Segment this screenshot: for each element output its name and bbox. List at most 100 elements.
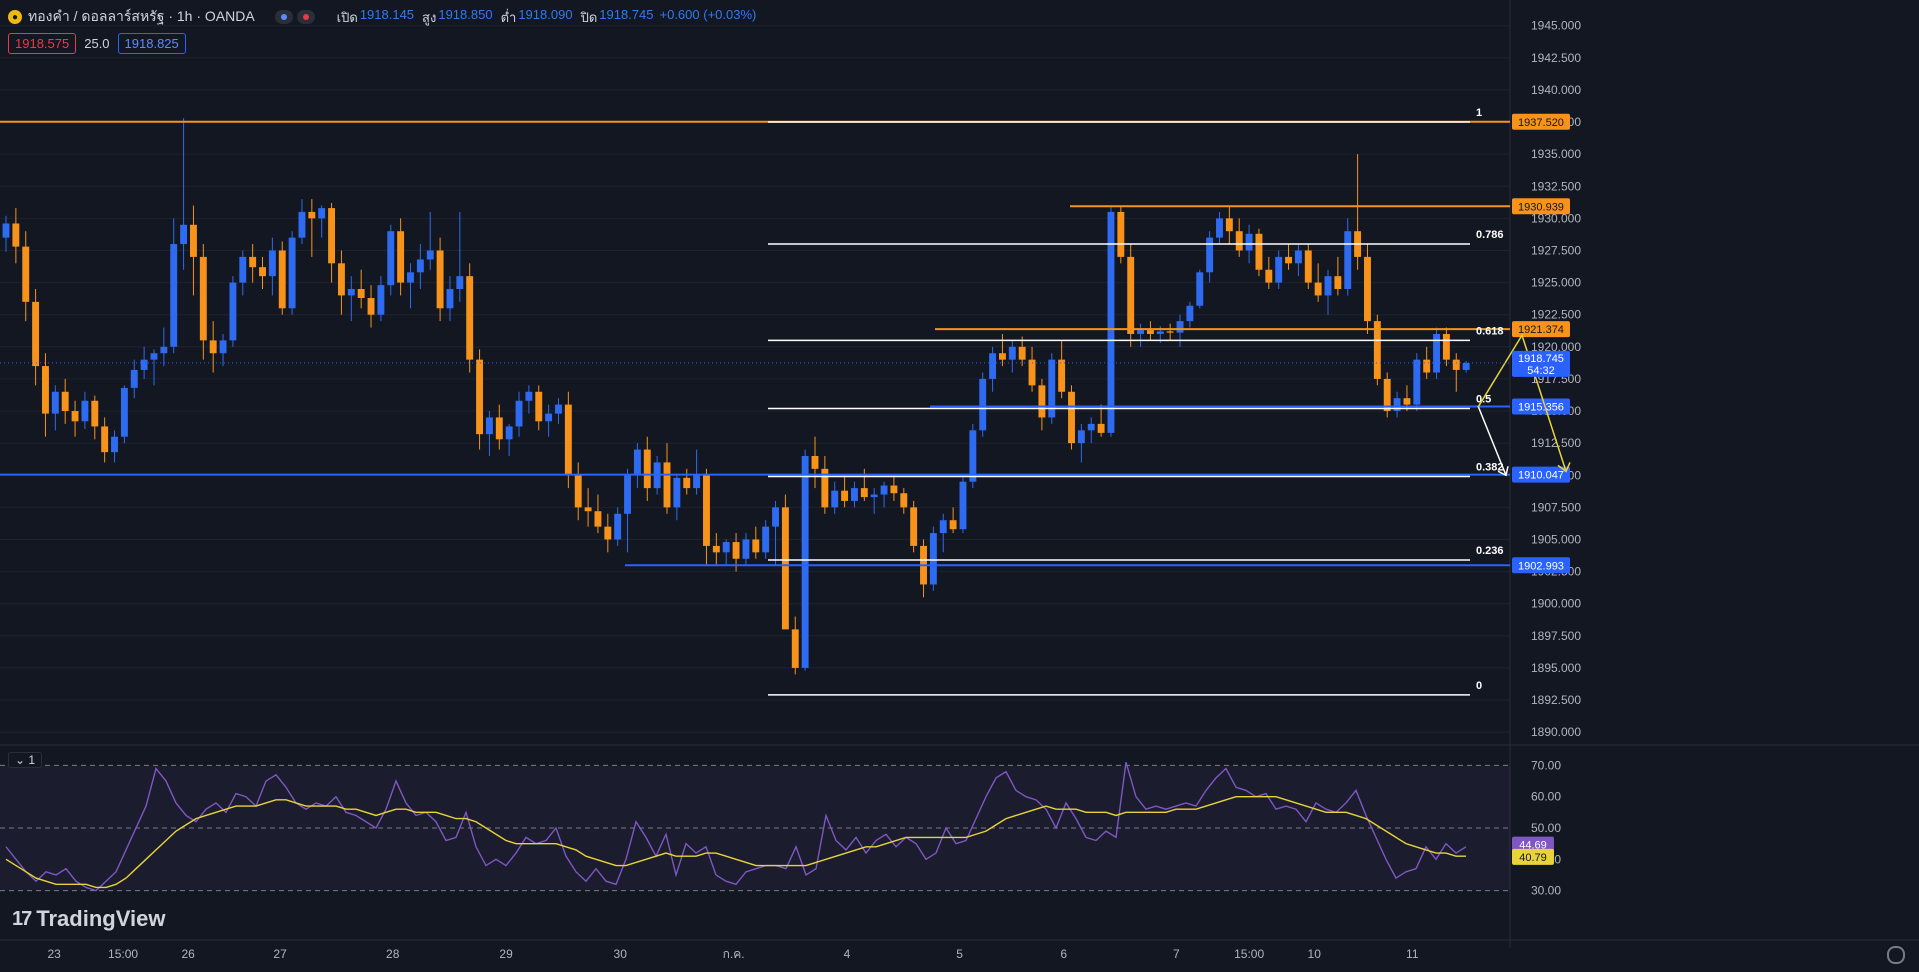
rsi-ma-line bbox=[5, 795, 1466, 889]
candle-body bbox=[683, 477, 691, 489]
price-level-tag: 1902.993 bbox=[1518, 560, 1564, 572]
status-dots[interactable] bbox=[274, 10, 315, 24]
chevron-down-icon: ⌄ bbox=[15, 753, 26, 767]
candle-body bbox=[130, 369, 138, 388]
candle-body bbox=[1028, 359, 1036, 386]
candle-body bbox=[762, 526, 770, 553]
candle-body bbox=[515, 400, 523, 427]
tradingview-logo[interactable]: 17 TradingView bbox=[12, 906, 165, 932]
candle-body bbox=[801, 455, 809, 668]
fib-level-label: 0 bbox=[1476, 680, 1482, 692]
candle-body bbox=[1423, 359, 1431, 373]
candle-body bbox=[624, 475, 631, 514]
candle-body bbox=[229, 282, 237, 341]
candle-body bbox=[1196, 272, 1204, 306]
market-status-icon[interactable] bbox=[274, 10, 293, 24]
candle-body bbox=[51, 391, 59, 414]
y-tick-label: 1935.000 bbox=[1531, 147, 1581, 161]
candle-body bbox=[32, 301, 40, 367]
candle-body bbox=[416, 259, 424, 273]
candle-body bbox=[1225, 218, 1233, 232]
candle-body bbox=[535, 391, 543, 422]
candle-body bbox=[1393, 398, 1401, 412]
y-tick-label: 1927.500 bbox=[1531, 243, 1581, 257]
candle-body bbox=[81, 400, 89, 422]
rsi-pane-toggle[interactable]: ⌄ 1 bbox=[8, 752, 43, 768]
quote-bar: 1918.575 25.0 1918.825 bbox=[8, 33, 186, 54]
candle-body bbox=[1176, 321, 1184, 333]
candle-body bbox=[367, 298, 375, 315]
candle-body bbox=[693, 475, 701, 489]
candle-body bbox=[71, 411, 79, 422]
candle-body bbox=[150, 353, 158, 360]
candle-body bbox=[347, 289, 355, 296]
price-level-tag: 1937.520 bbox=[1518, 117, 1564, 129]
candle-body bbox=[939, 520, 947, 534]
x-tick-label: 30 bbox=[614, 947, 628, 961]
candle-body bbox=[140, 359, 148, 370]
candle-body bbox=[1255, 233, 1263, 270]
candle-body bbox=[712, 545, 720, 553]
symbol-title[interactable]: ทองคำ / ดอลลาร์สหรัฐ · 1h · OANDA bbox=[28, 8, 255, 24]
y-tick-label: 1932.500 bbox=[1531, 179, 1581, 193]
buy-price-button[interactable]: 1918.825 bbox=[117, 33, 186, 54]
rsi-value-tag-bg bbox=[1512, 836, 1554, 853]
candle-body bbox=[1018, 346, 1026, 360]
candle-body bbox=[101, 426, 109, 453]
x-tick-label: 10 bbox=[1308, 947, 1322, 961]
y-tick-label: 1895.000 bbox=[1531, 661, 1581, 675]
candle-body bbox=[1156, 331, 1164, 334]
candle-body bbox=[1048, 359, 1056, 418]
candle-body bbox=[732, 542, 740, 559]
data-status-icon[interactable] bbox=[296, 10, 315, 24]
candle-body bbox=[1314, 282, 1322, 296]
y-tick-label: 1905.000 bbox=[1531, 532, 1581, 546]
rsi-y-tick-label: 30.00 bbox=[1531, 884, 1561, 898]
x-tick-label: 7 bbox=[1173, 947, 1180, 961]
candle-body bbox=[160, 346, 168, 354]
rsi-y-tick-label: 50.00 bbox=[1531, 821, 1561, 835]
x-tick-label: 27 bbox=[273, 947, 287, 961]
spread-value: 25.0 bbox=[84, 36, 110, 51]
candle-body bbox=[1087, 423, 1095, 431]
x-tick-label: 26 bbox=[182, 947, 196, 961]
sell-price-button[interactable]: 1918.575 bbox=[8, 33, 77, 54]
candle-countdown: 54:32 bbox=[1527, 365, 1555, 377]
candle-body bbox=[180, 224, 188, 245]
candle-body bbox=[1442, 333, 1450, 360]
price-level-tag-bg bbox=[1512, 113, 1570, 130]
candle-body bbox=[209, 340, 217, 354]
arrow-head-white bbox=[1497, 466, 1509, 477]
current-price-tag-bg bbox=[1512, 350, 1570, 377]
candle-body bbox=[337, 263, 345, 296]
candle-body bbox=[1127, 256, 1135, 334]
candle-body bbox=[1137, 330, 1145, 334]
candle-body bbox=[298, 211, 306, 238]
candle-body bbox=[722, 542, 730, 553]
candle-body bbox=[1403, 398, 1411, 405]
candle-body bbox=[791, 629, 799, 668]
candle-body bbox=[555, 404, 562, 414]
candle-body bbox=[1186, 305, 1194, 322]
candle-body bbox=[42, 366, 49, 414]
candle-body bbox=[1364, 256, 1371, 322]
candle-body bbox=[870, 494, 878, 498]
candle-body bbox=[446, 289, 454, 309]
candle-body bbox=[357, 289, 365, 298]
candle-body bbox=[2, 223, 10, 238]
candle-body bbox=[821, 468, 829, 508]
x-tick-label: 11 bbox=[1406, 947, 1419, 961]
candle-body bbox=[1285, 256, 1293, 264]
candle-body bbox=[831, 490, 839, 508]
candle-body bbox=[781, 507, 789, 630]
candle-body bbox=[1146, 330, 1154, 334]
candle-body bbox=[426, 250, 434, 260]
ohlc-values: เปิด 1918.145 สูง 1918.850 ต่ำ 1918.090 … bbox=[329, 7, 757, 28]
candle-body bbox=[1107, 211, 1115, 433]
rsi-line bbox=[5, 762, 1467, 892]
candle-body bbox=[1117, 211, 1125, 257]
candle-body bbox=[525, 391, 533, 401]
settings-gear-icon[interactable] bbox=[1887, 946, 1905, 964]
